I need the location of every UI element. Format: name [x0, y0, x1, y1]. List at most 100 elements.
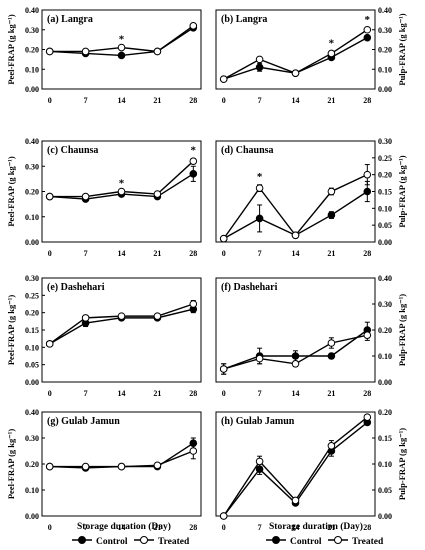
y-tick-label: 0.40 — [378, 274, 392, 283]
x-tick-label: 7 — [84, 96, 88, 105]
significance-star: * — [119, 34, 125, 46]
data-point-treated — [327, 49, 336, 58]
x-tick-label: 0 — [48, 249, 52, 258]
legend-control-label: Control — [96, 537, 128, 547]
data-point-control — [363, 187, 372, 196]
data-point-control — [117, 51, 126, 60]
panels-group: 0.00 0.10 0.20 0.30 0.40 0 7 14 21 28 Peel-FRAP (g… — [6, 6, 407, 532]
y-tick-label: 0.10 — [378, 352, 392, 361]
data-point-control — [327, 211, 336, 219]
x-axis-label-right: Storage duration (Day) — [269, 521, 363, 532]
y-axis-label: Peel-FRAP (g kg⁻¹) — [6, 14, 16, 84]
data-point-treated — [363, 331, 372, 340]
legend-treated-marker-right — [334, 536, 342, 544]
data-point-treated — [153, 190, 162, 198]
data-point-treated — [117, 312, 126, 320]
y-tick-label: 0.30 — [378, 137, 392, 146]
x-tick-label: 28 — [189, 249, 197, 258]
data-point-treated — [45, 192, 54, 201]
y-tick-label: 0.10 — [25, 213, 39, 222]
y-tick-label: 0.10 — [25, 343, 39, 352]
panel-e: 0.00 0.05 0.10 0.15 0.20 0.25 0.30 0 7 14 21 28 Peel… — [6, 274, 202, 398]
y-tick-label: 0.25 — [378, 154, 392, 163]
data-point-treated — [117, 462, 126, 471]
data-point-treated — [189, 447, 198, 455]
x-tick-label: 14 — [292, 249, 300, 258]
y-axis-label: Pulp-FRAP (g kg⁻¹) — [397, 155, 407, 227]
y-tick-label: 0.20 — [378, 408, 392, 417]
data-point-control — [363, 33, 372, 42]
x-tick-label: 28 — [189, 389, 197, 398]
panel-title: (b) Langra — [221, 14, 267, 25]
data-point-control — [291, 352, 300, 360]
data-point-treated — [363, 25, 372, 34]
data-point-treated — [189, 22, 198, 30]
data-point-treated — [363, 170, 372, 179]
significance-star: * — [119, 178, 125, 190]
data-point-treated — [219, 75, 228, 83]
data-point-treated — [81, 314, 90, 322]
y-tick-label: 0.00 — [378, 238, 392, 247]
panel-title: (f) Dashehari — [221, 282, 278, 293]
y-tick-label: 0.10 — [378, 204, 392, 213]
x-tick-label: 14 — [118, 249, 126, 258]
y-tick-label: 0.20 — [378, 46, 392, 55]
data-point-treated — [81, 47, 90, 56]
y-axis-label: Pulp-FRAP (g kg⁻¹) — [397, 13, 407, 85]
panel-d: 0.00 0.05 0.10 0.15 0.20 0.25 0.30 0 7 14 21 28 Pulp… — [215, 137, 407, 258]
y-tick-label: 0.20 — [378, 326, 392, 335]
y-tick-label: 0.05 — [25, 361, 39, 370]
x-tick-label: 0 — [222, 389, 226, 398]
y-tick-label: 0.40 — [25, 6, 39, 15]
panel-frame — [215, 140, 376, 243]
y-tick-label: 0.00 — [25, 512, 39, 521]
x-tick-label: 14 — [292, 523, 300, 532]
y-tick-label: 0.20 — [378, 171, 392, 180]
x-tick-label: 7 — [84, 249, 88, 258]
y-tick-label: 0.30 — [25, 434, 39, 443]
panel-g: 0.00 0.10 0.20 0.30 0.40 0 7 14 21 28 Peel-FRAP (g… — [6, 408, 202, 532]
data-point-control — [255, 214, 264, 223]
data-point-treated — [45, 462, 54, 471]
x-tick-label: 0 — [48, 96, 52, 105]
series-line-treated — [223, 174, 368, 240]
y-tick-label: 0.00 — [378, 378, 392, 387]
data-point-treated — [327, 187, 336, 196]
data-point-treated — [255, 354, 264, 363]
legend-control-marker — [78, 536, 86, 544]
data-point-treated — [291, 69, 300, 77]
panel-title: (c) Chaunsa — [47, 145, 98, 156]
y-axis-label: Peel-FRAP (g kg⁻¹) — [6, 295, 16, 365]
legend-treated-label: Treated — [158, 537, 190, 547]
data-point-treated — [219, 234, 228, 243]
y-tick-label: 0.20 — [25, 309, 39, 318]
panel-title: (h) Gulab Jamun — [221, 416, 295, 427]
data-point-control — [327, 352, 336, 360]
x-tick-label: 21 — [327, 523, 335, 532]
y-tick-label: 0.30 — [25, 26, 39, 35]
y-tick-label: 0.30 — [25, 274, 39, 283]
y-tick-label: 0.40 — [25, 137, 39, 146]
y-tick-label: 0.20 — [25, 460, 39, 469]
x-tick-label: 0 — [222, 96, 226, 105]
y-tick-label: 0.10 — [25, 486, 39, 495]
x-tick-label: 21 — [153, 249, 161, 258]
y-axis-label: Pulp-FRAP (g kg⁻¹) — [397, 428, 407, 500]
data-point-treated — [219, 365, 228, 373]
x-tick-label: 7 — [258, 249, 262, 258]
x-tick-label: 7 — [84, 523, 88, 532]
data-point-treated — [219, 512, 228, 520]
panel-title: (g) Gulab Jamun — [47, 416, 120, 427]
x-tick-label: 14 — [118, 96, 126, 105]
panel-b: 0.00 0.10 0.20 0.30 0.40 0 7 14 21 28 Pulp-FRAP (g… — [215, 6, 407, 105]
x-tick-label: 14 — [292, 96, 300, 105]
data-point-treated — [45, 340, 54, 348]
data-point-treated — [363, 413, 372, 422]
data-point-control — [255, 63, 264, 72]
significance-star: * — [365, 14, 371, 26]
data-point-treated — [255, 457, 264, 466]
y-tick-label: 0.25 — [25, 291, 39, 300]
y-tick-label: 0.05 — [378, 221, 392, 230]
x-tick-label: 0 — [222, 249, 226, 258]
x-tick-label: 7 — [84, 389, 88, 398]
